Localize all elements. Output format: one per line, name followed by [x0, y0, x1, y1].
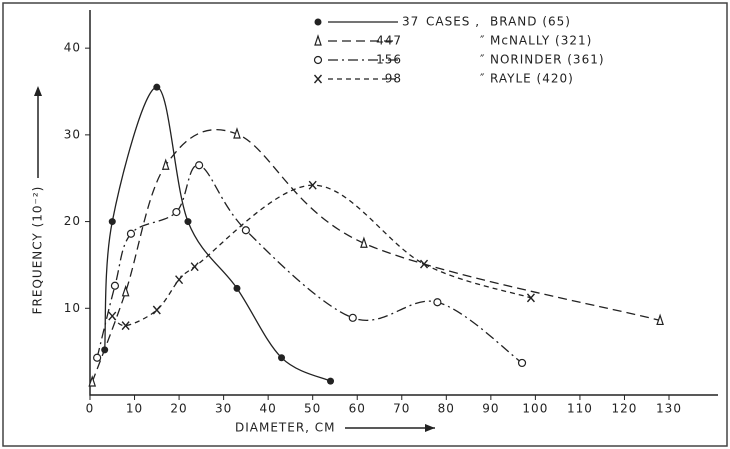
y-tick-label: 40 [64, 41, 81, 55]
x-tick-label: 70 [393, 402, 410, 416]
x-tick-label: 0 [86, 402, 95, 416]
x-tick-label: 30 [215, 402, 232, 416]
marker [108, 311, 117, 321]
y-tick-label: 10 [64, 301, 81, 315]
legend-note: ″ [480, 53, 485, 67]
marker [233, 127, 241, 139]
legend-marker [314, 18, 322, 26]
legend-marker [313, 74, 323, 84]
marker [420, 259, 429, 269]
marker [656, 313, 664, 326]
marker [348, 313, 357, 322]
marker [233, 284, 241, 292]
legend-note: ″ [480, 34, 485, 48]
marker [517, 358, 527, 368]
y-tick-label: 30 [64, 127, 81, 141]
x-tick-label: 40 [260, 402, 277, 416]
legend-label: BRAND (65) [490, 15, 571, 29]
x-tick-label: 120 [612, 402, 638, 416]
legend-count: 37 [402, 15, 419, 29]
legend-label: McNALLY (321) [490, 34, 592, 48]
legend-label: RAYLE (420) [490, 72, 574, 86]
legend-label: NORINDER (361) [490, 53, 605, 67]
marker [241, 226, 250, 235]
marker [152, 305, 161, 315]
marker [175, 275, 184, 285]
marker [433, 298, 442, 307]
x-tick-label: 130 [656, 402, 682, 416]
x-tick-label: 20 [170, 402, 187, 416]
x-tick-label: 100 [522, 402, 548, 416]
marker [88, 375, 97, 387]
y-tick-label: 20 [64, 214, 81, 228]
marker [108, 218, 116, 226]
x-tick-label: 10 [126, 402, 143, 416]
marker [360, 236, 368, 248]
x-axis-label: DIAMETER, CM [235, 421, 336, 435]
x-tick-label: 50 [304, 402, 321, 416]
y-axis-label: FREQUENCY (10⁻²) [31, 186, 45, 315]
legend-marker [313, 55, 323, 65]
marker [327, 377, 335, 385]
marker [195, 161, 204, 170]
legend-note: CASES , [426, 15, 480, 29]
marker [526, 293, 535, 303]
marker [172, 207, 181, 217]
marker [110, 281, 120, 290]
marker [126, 229, 136, 238]
marker [184, 218, 192, 226]
marker [308, 180, 317, 190]
legend-marker [314, 34, 322, 46]
x-tick-label: 90 [482, 402, 499, 416]
axes [89, 10, 718, 396]
x-tick-label: 60 [349, 402, 366, 416]
series-line [111, 184, 532, 327]
marker [278, 354, 286, 362]
marker [121, 284, 130, 297]
marker [161, 158, 170, 170]
legend-note: ″ [480, 72, 485, 86]
series-line [104, 86, 331, 382]
marker [121, 321, 130, 331]
x-tick-label: 110 [567, 402, 593, 416]
series-line [96, 164, 523, 364]
marker [93, 353, 102, 362]
legend-count: 447 [376, 34, 402, 48]
legend-count: 156 [376, 53, 402, 67]
y-arrow-head [34, 86, 42, 96]
x-arrow-head [425, 424, 435, 432]
marker [153, 83, 161, 91]
x-tick-label: 80 [438, 402, 455, 416]
marker [190, 262, 199, 272]
legend-count: 98 [385, 72, 402, 86]
series-line [91, 129, 661, 383]
